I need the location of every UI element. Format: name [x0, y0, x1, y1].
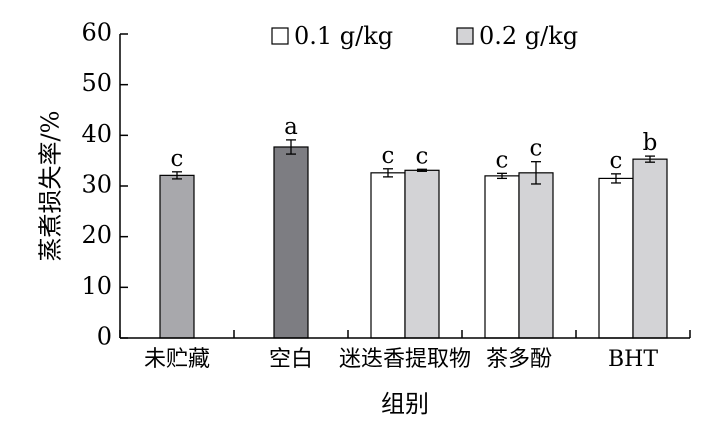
significance-label: a [284, 114, 298, 140]
y-axis-title: 蒸煮损失率/% [37, 111, 65, 262]
bar-cat-0 [159, 174, 195, 339]
x-axis-title: 组别 [381, 390, 429, 418]
legend-label-2: 0.2 g/kg [479, 22, 578, 50]
y-tick-label: 50 [81, 69, 112, 97]
y-tick-label: 60 [81, 19, 112, 47]
significance-label: c [382, 143, 395, 169]
x-category-label-cat-0: 未贮藏 [144, 347, 210, 372]
bar-bht-2 [632, 158, 668, 339]
bar-cat-2-1 [370, 172, 406, 339]
x-category-label-cat-2: 迷迭香提取物 [339, 347, 471, 372]
legend-swatch-1 [271, 27, 289, 45]
significance-label: c [530, 136, 543, 162]
significance-label: c [496, 147, 509, 173]
bar-bht-1 [598, 177, 634, 339]
x-category-label-bht: BHT [608, 347, 658, 372]
y-tick-label: 40 [81, 120, 112, 148]
legend: 0.1 g/kg 0.2 g/kg [271, 22, 578, 50]
bar-cat-2-2 [404, 169, 440, 339]
y-ticks: 0 10 20 30 40 50 60 [81, 19, 128, 351]
significance-label: c [416, 143, 429, 169]
bar-cat-3-1 [484, 175, 520, 339]
y-tick-label: 30 [81, 171, 112, 199]
significance-label: c [171, 146, 184, 172]
x-category-label-cat-3: 茶多酚 [486, 347, 552, 372]
bar-cat-3-2 [518, 172, 554, 339]
significance-label: c [610, 148, 623, 174]
x-category-label-cat-1: 空白 [269, 347, 313, 372]
y-tick-label: 20 [81, 221, 112, 249]
bars: cac c c c cb [159, 114, 668, 339]
x-categories: 未贮藏 空白 迷迭香提取物 茶多酚 BHT [119, 330, 691, 372]
y-tick-label: 10 [81, 272, 112, 300]
significance-label: b [643, 130, 658, 156]
legend-label-1: 0.1 g/kg [294, 22, 393, 50]
bar-cat-1 [273, 146, 309, 339]
legend-swatch-2 [456, 27, 474, 45]
y-tick-label: 0 [97, 323, 112, 351]
